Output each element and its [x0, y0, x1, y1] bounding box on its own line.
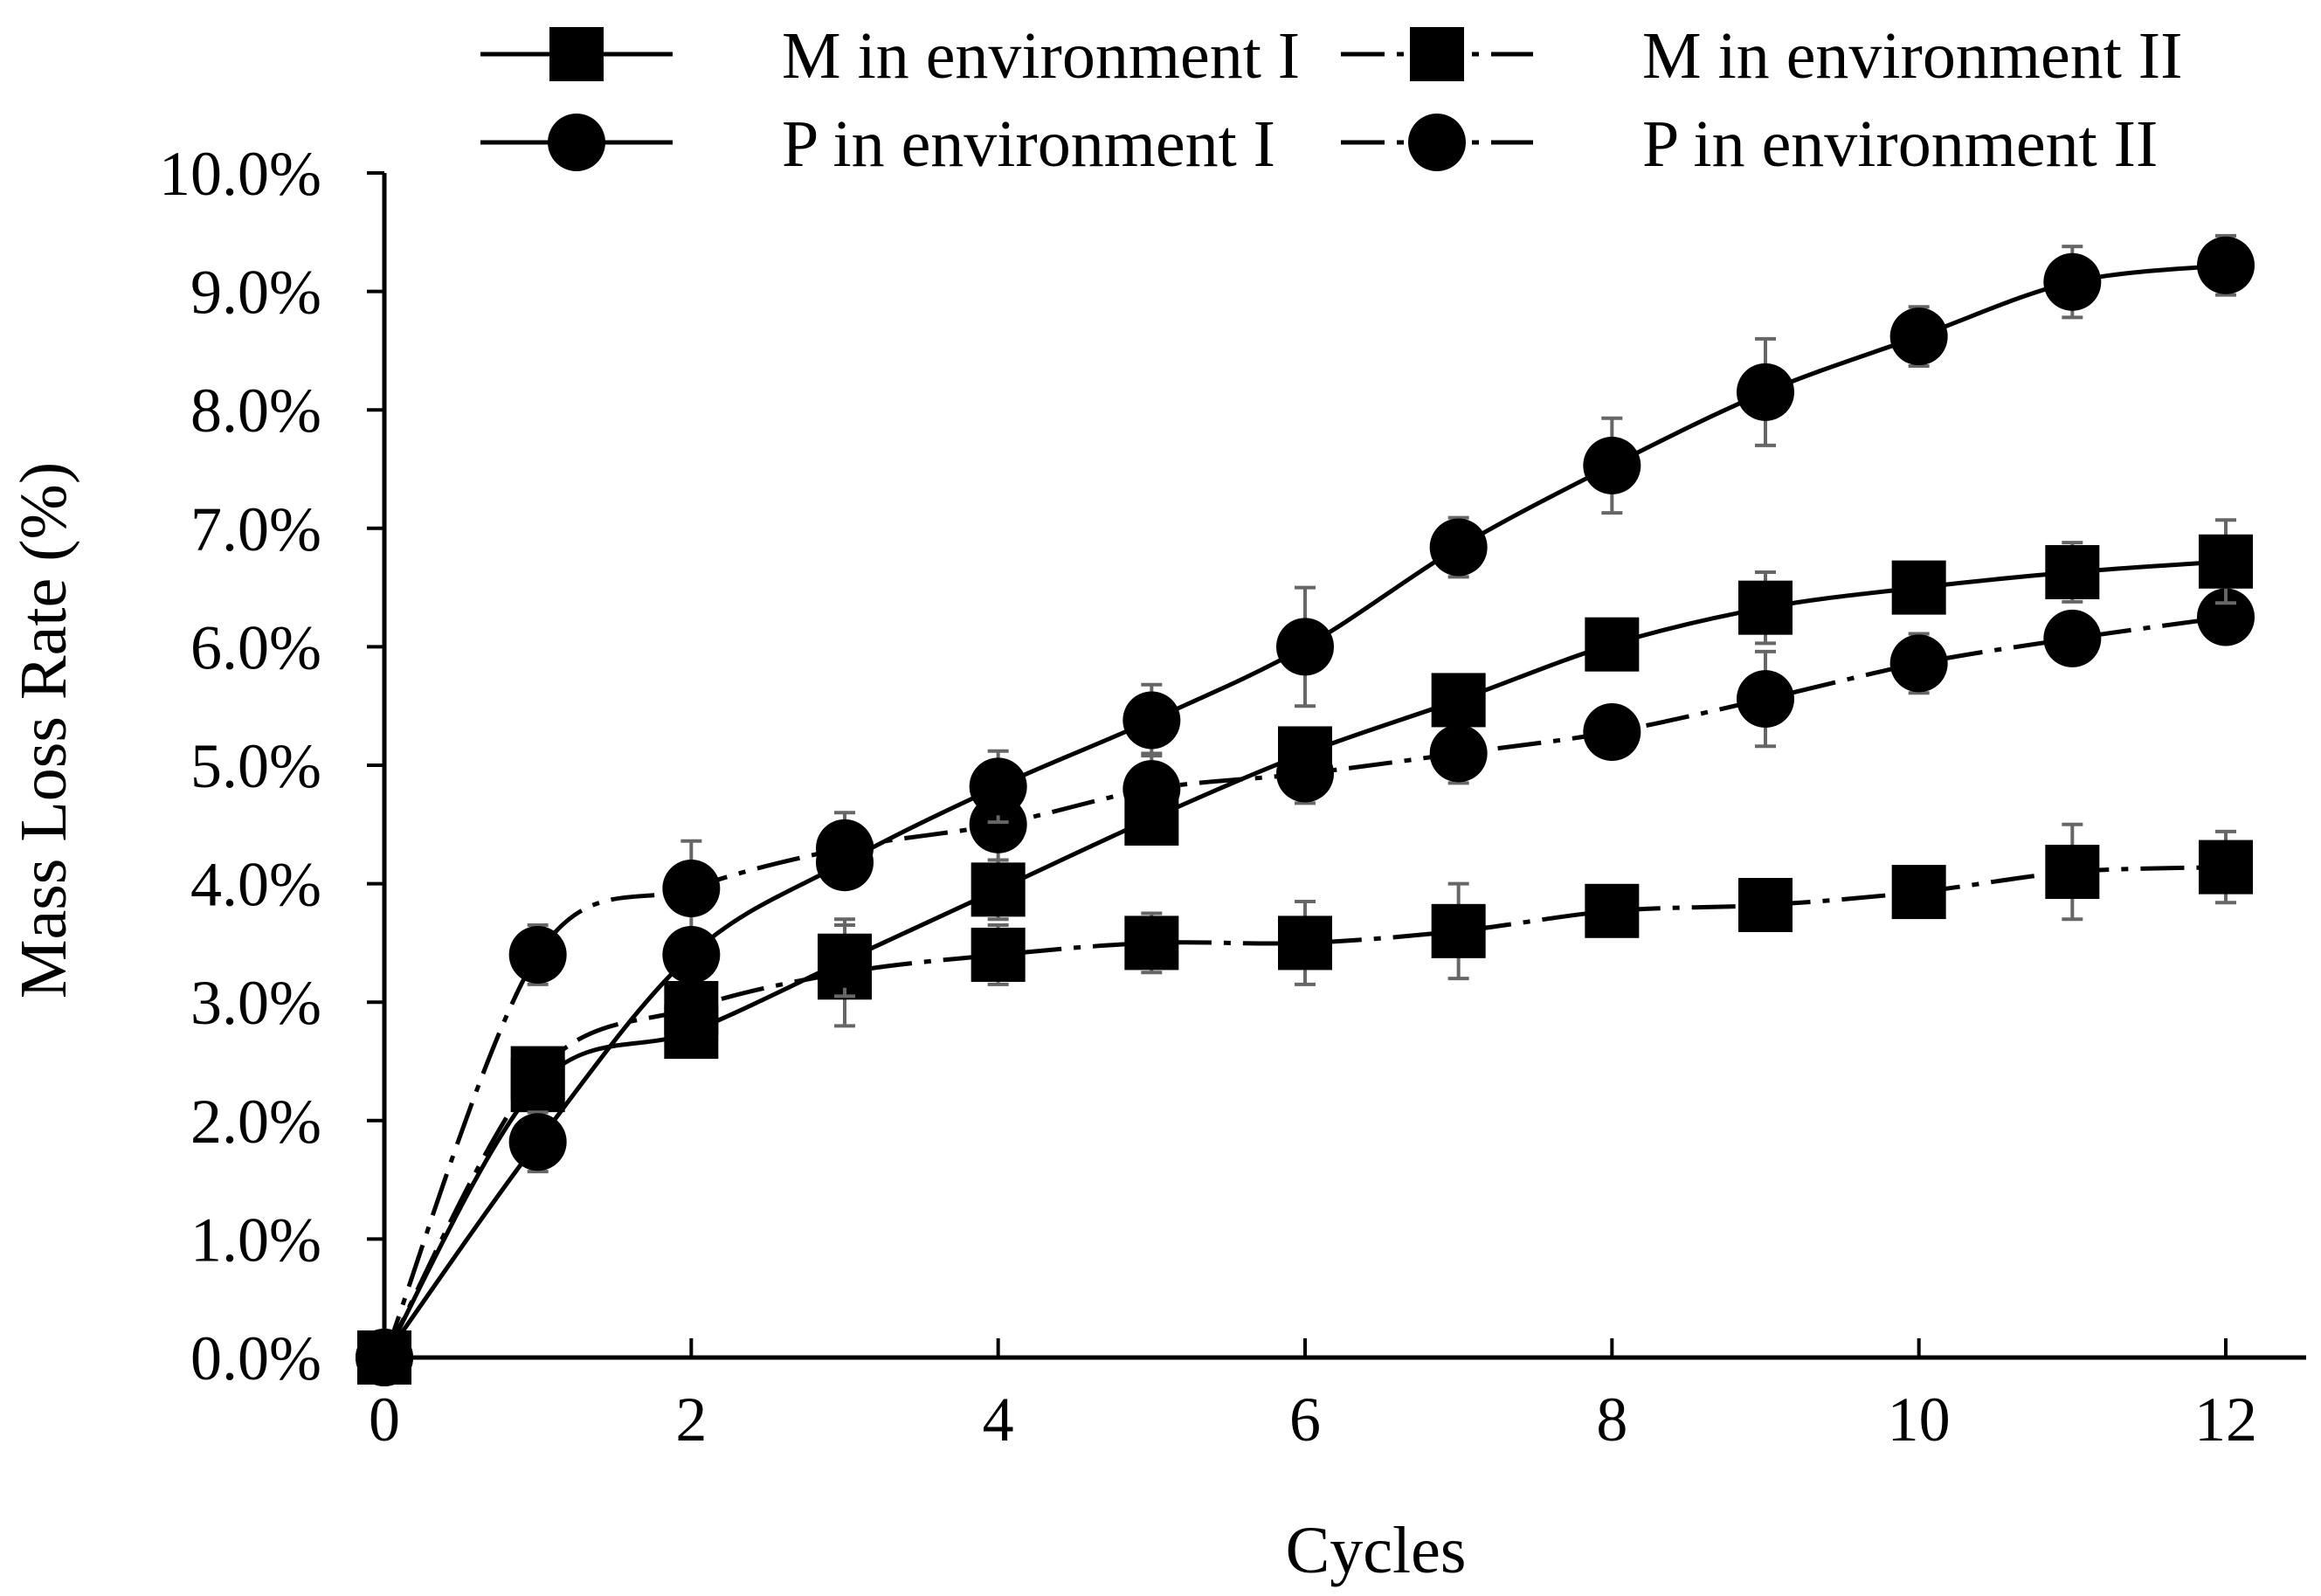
y-tick-label: 9.0%: [190, 258, 321, 328]
square-marker: [1585, 617, 1640, 672]
x-tick-label: 4: [983, 1385, 1014, 1454]
circle-marker: [1583, 436, 1641, 494]
plot-area: [356, 233, 2255, 1386]
circle-marker: [1276, 618, 1334, 676]
square-marker: [664, 1005, 719, 1060]
axes: 0 2 4 6 8 10 12 0.0% 1.0% 2.0% 3.0% 4.0% 5.0% 6.0% 7.0…: [159, 139, 2306, 1454]
square-marker: [2199, 839, 2253, 895]
circle-marker: [662, 860, 721, 918]
legend-item-p-env-1: P in environment I: [480, 107, 1275, 181]
legend-item-m-env-2: M in environment II: [1341, 19, 2182, 93]
legend-sample: [480, 27, 673, 81]
circle-marker: [1889, 634, 1948, 693]
x-tick-label: 0: [369, 1385, 400, 1454]
square-marker: [1124, 791, 1179, 846]
circle-marker: [2043, 609, 2102, 667]
series-line: [382, 263, 2227, 1359]
legend-label: P in environment II: [1642, 107, 2158, 181]
series-1: [357, 822, 2253, 1385]
y-tick-label: 2.0%: [190, 1087, 321, 1157]
y-tick-label: 6.0%: [190, 612, 321, 682]
y-tick-label: 5.0%: [190, 731, 321, 801]
legend-label: P in environment I: [782, 107, 1275, 181]
square-marker: [1124, 915, 1179, 971]
circle-marker: [662, 925, 721, 984]
square-marker: [549, 27, 604, 81]
square-marker: [1431, 673, 1486, 728]
legend-label: M in environment II: [1642, 19, 2182, 93]
circle-marker: [1737, 363, 1794, 421]
circle-marker: [1123, 691, 1181, 750]
x-tick-label: 8: [1596, 1385, 1627, 1454]
legend-sample: [1341, 27, 1533, 81]
series-3: [356, 588, 2255, 1386]
square-marker: [1278, 915, 1332, 971]
circle-marker: [2043, 252, 2102, 311]
circle-marker: [1583, 703, 1641, 762]
legend-sample: [480, 114, 673, 171]
legend-item-m-env-1: M in environment I: [480, 19, 1300, 93]
circle-marker: [356, 1329, 413, 1386]
circle-marker: [548, 114, 605, 171]
square-marker: [1891, 865, 1946, 920]
legend-item-p-env-2: P in environment II: [1341, 107, 2158, 181]
circle-marker: [2197, 588, 2255, 646]
circle-marker: [508, 925, 567, 984]
square-marker: [1431, 903, 1486, 958]
y-tick-label: 0.0%: [190, 1323, 321, 1393]
square-marker: [2199, 534, 2253, 589]
y-tick-label: 1.0%: [190, 1205, 321, 1275]
y-tick-label: 4.0%: [190, 850, 321, 920]
y-tick-label: 8.0%: [190, 376, 321, 446]
circle-marker: [969, 757, 1027, 816]
y-tick-label: 10.0%: [159, 139, 321, 209]
x-tick-label: 12: [2194, 1385, 2257, 1454]
circle-marker: [1737, 670, 1794, 729]
y-tick-label: 3.0%: [190, 968, 321, 1038]
square-marker: [971, 927, 1026, 982]
legend-label: M in environment I: [782, 19, 1300, 93]
x-tick-label: 2: [675, 1385, 707, 1454]
series-line: [382, 615, 2227, 1358]
square-marker: [510, 1058, 565, 1113]
square-marker: [2045, 544, 2100, 599]
square-marker: [1738, 580, 1793, 635]
square-marker: [818, 933, 872, 988]
circle-marker: [2197, 236, 2255, 294]
circle-marker: [1429, 518, 1488, 577]
legend: M in environment I M in environment II P…: [480, 19, 2182, 181]
circle-marker: [1408, 114, 1466, 171]
x-tick-label: 10: [1888, 1385, 1951, 1454]
square-marker: [1410, 27, 1464, 81]
x-tick-label: 6: [1289, 1385, 1321, 1454]
legend-sample: [1341, 114, 1533, 171]
circle-marker: [508, 1113, 567, 1171]
square-marker: [2045, 845, 2100, 900]
x-axis-title: Cycles: [1286, 1514, 1467, 1587]
circle-marker: [1429, 724, 1488, 783]
square-marker: [1891, 560, 1946, 615]
square-marker: [1738, 878, 1793, 933]
square-marker: [1585, 883, 1640, 938]
series-2: [356, 233, 2255, 1386]
circle-marker: [1889, 307, 1948, 366]
square-marker: [971, 862, 1026, 917]
circle-marker: [816, 833, 874, 892]
y-tick-label: 7.0%: [190, 494, 321, 564]
y-axis-title: Mass Loss Rate (%): [7, 462, 80, 998]
square-marker: [1278, 726, 1332, 781]
series-0: [357, 518, 2253, 1385]
